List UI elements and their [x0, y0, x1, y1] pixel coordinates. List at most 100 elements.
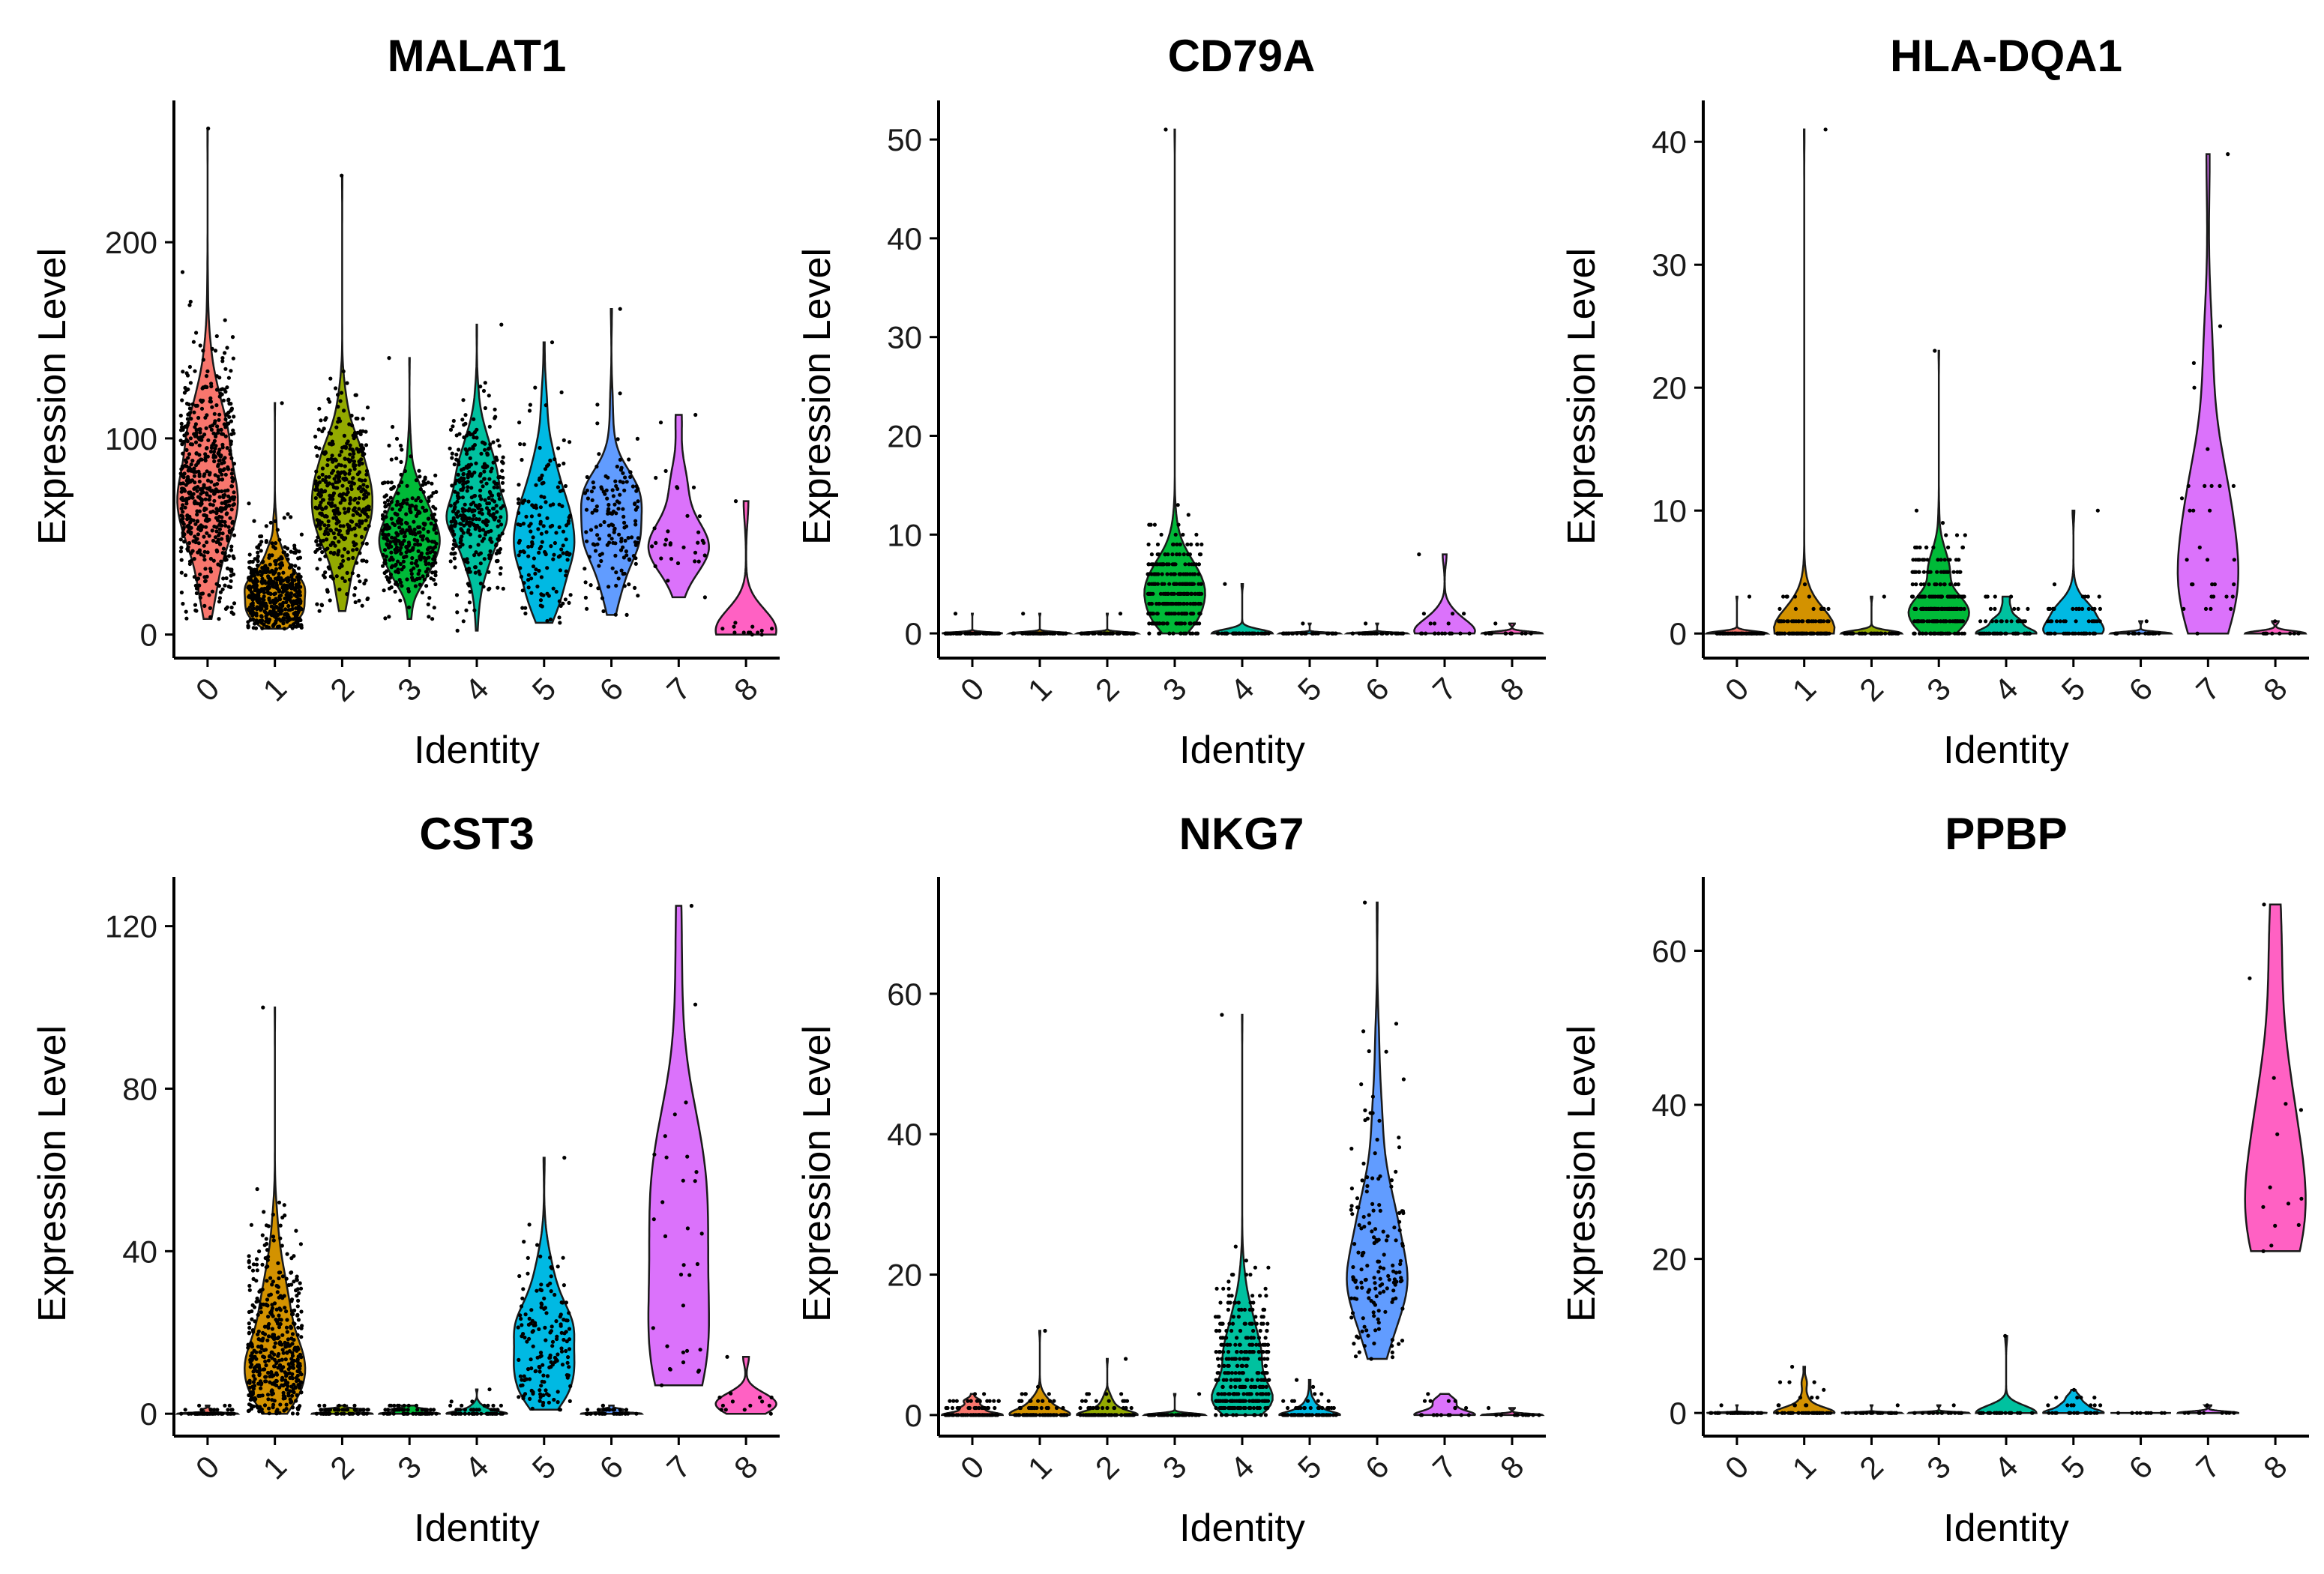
data-point [220, 472, 224, 477]
data-point [1978, 619, 1983, 624]
data-point [395, 499, 400, 504]
data-point [256, 1364, 261, 1369]
data-point [2065, 631, 2070, 636]
data-point [405, 501, 409, 506]
data-point [256, 550, 260, 555]
data-point [317, 609, 322, 613]
data-point [192, 410, 196, 414]
data-point [343, 464, 347, 468]
data-point [499, 566, 503, 570]
data-point [281, 1365, 286, 1369]
data-point [489, 469, 493, 474]
data-point [455, 610, 460, 615]
data-point [470, 1399, 475, 1404]
data-point [566, 1355, 571, 1360]
data-point [599, 558, 603, 564]
data-point [1924, 631, 1929, 636]
data-point [538, 1369, 542, 1374]
data-point [1197, 612, 1202, 616]
data-point [273, 519, 277, 524]
data-point [259, 534, 264, 539]
data-point [421, 537, 425, 542]
data-point [357, 524, 361, 529]
x-tick-label: 4 [1987, 671, 2025, 708]
data-point [382, 532, 386, 537]
data-point [1956, 558, 1961, 562]
data-point [220, 537, 224, 541]
data-point [1419, 631, 1424, 636]
data-point [1804, 631, 1809, 636]
points-hla-dqa1-2 [1843, 594, 1900, 636]
data-point [424, 584, 429, 588]
data-point [251, 610, 256, 615]
data-point [2087, 631, 2092, 636]
data-point [279, 581, 283, 586]
data-point [542, 1296, 547, 1300]
data-point [527, 524, 532, 528]
data-point [518, 549, 523, 554]
data-point [522, 581, 526, 585]
data-point [389, 1403, 394, 1408]
data-point [675, 485, 679, 489]
data-point [266, 625, 271, 630]
data-point [334, 458, 338, 462]
data-point [1240, 631, 1244, 636]
points-hla-dqa1-7 [2179, 152, 2236, 636]
data-point [552, 1397, 556, 1402]
data-point [383, 504, 388, 509]
data-point [299, 1380, 304, 1384]
data-point [613, 612, 618, 617]
data-point [557, 525, 562, 530]
data-point [1781, 594, 1786, 599]
data-point [484, 464, 489, 468]
data-point [615, 437, 620, 441]
data-point [225, 504, 229, 508]
data-point [393, 589, 397, 594]
data-point [2153, 631, 2158, 636]
data-point [213, 446, 217, 451]
data-point [220, 445, 225, 450]
data-point [681, 1350, 686, 1354]
data-point [2210, 582, 2215, 587]
data-point [205, 469, 209, 474]
data-point [1031, 631, 1035, 636]
data-point [600, 1411, 605, 1416]
data-point [478, 471, 483, 476]
data-point [426, 567, 430, 571]
data-point [1301, 621, 1305, 626]
data-point [213, 535, 218, 540]
data-point [530, 1406, 535, 1411]
data-point [331, 541, 336, 546]
data-point [232, 1411, 236, 1416]
data-point [282, 1294, 286, 1298]
data-point [955, 1405, 960, 1411]
data-point [344, 477, 349, 482]
data-point [202, 513, 207, 517]
data-point [256, 588, 261, 593]
data-point [2203, 483, 2207, 489]
data-point [285, 1351, 289, 1355]
data-point [217, 542, 223, 546]
data-point [398, 444, 403, 448]
data-point [547, 1400, 552, 1405]
data-point [337, 462, 341, 467]
data-point [529, 591, 534, 595]
data-point [262, 1324, 267, 1329]
data-point [944, 1413, 948, 1417]
data-point [212, 524, 217, 529]
data-point [537, 550, 541, 555]
data-point [342, 1411, 346, 1416]
data-point [298, 597, 302, 602]
data-point [422, 577, 427, 582]
data-point [448, 1403, 453, 1408]
data-point [331, 552, 336, 556]
data-point [418, 582, 422, 587]
data-point [2092, 606, 2097, 612]
data-point [484, 1411, 489, 1416]
data-point [194, 609, 199, 613]
data-point [337, 528, 343, 533]
data-point [996, 1399, 1001, 1403]
data-point [1918, 545, 1922, 550]
data-point [524, 514, 529, 519]
data-point [1185, 542, 1190, 547]
